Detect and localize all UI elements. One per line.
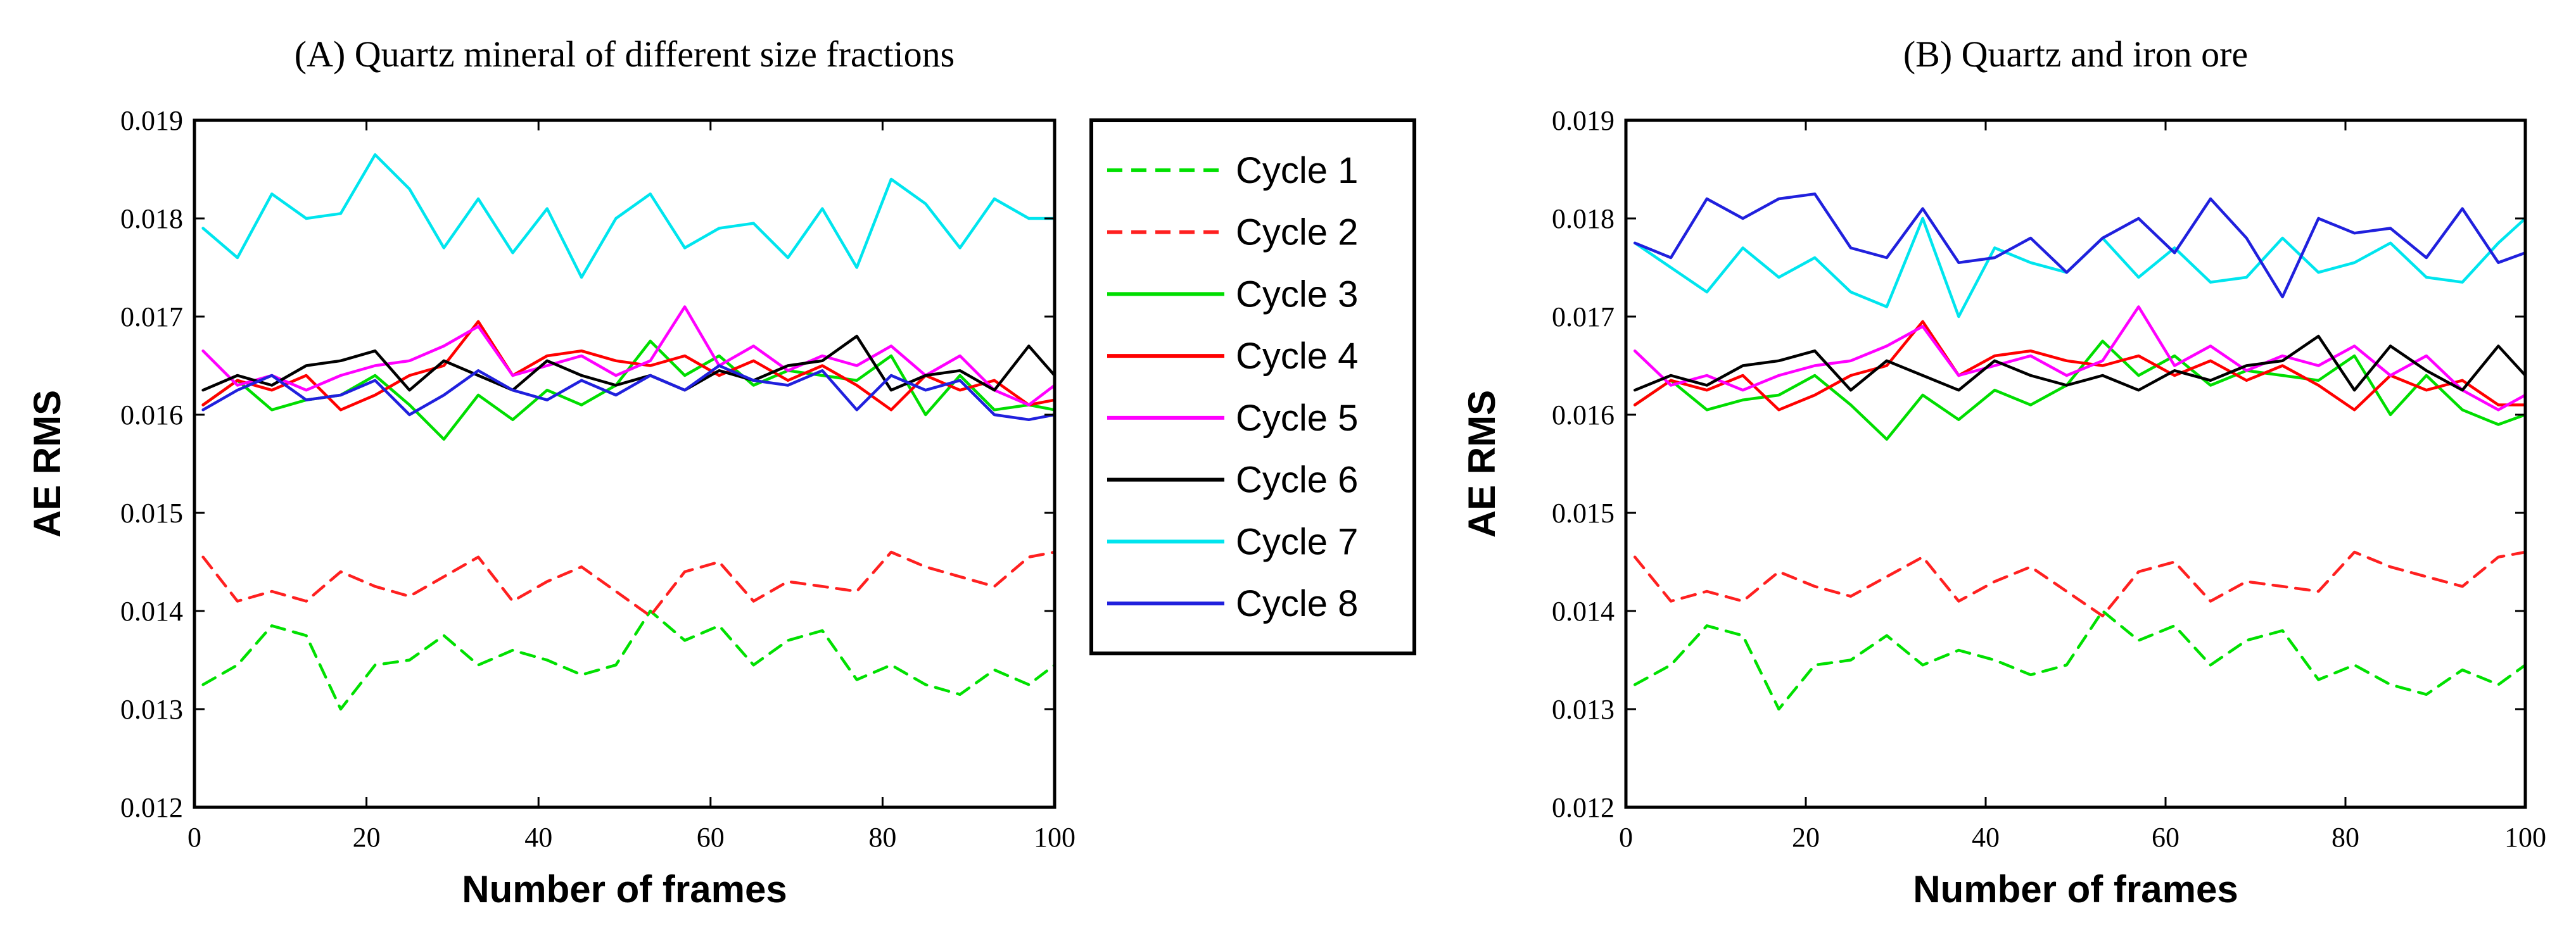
panel-a-x-tick-label: 60 bbox=[697, 822, 725, 853]
panel-b-series-cycle-6 bbox=[1633, 334, 2527, 392]
panel-a-quartz-size-fractions: (A) Quartz mineral of different size fra… bbox=[26, 34, 1075, 910]
panel-a-plot-frame bbox=[193, 118, 1056, 809]
panel-b-y-tick-label: 0.016 bbox=[1552, 400, 1615, 431]
panel-b-x-tick-label: 80 bbox=[2332, 822, 2359, 853]
panel-b-y-tick-label: 0.018 bbox=[1552, 203, 1615, 234]
panel-b-x-tick-label: 40 bbox=[1972, 822, 2000, 853]
panel-a-series-cycle-7 bbox=[201, 153, 1056, 279]
panel-b-series-cycle-8 bbox=[1633, 192, 2527, 299]
panel-b-plot-frame bbox=[1624, 118, 2527, 809]
panel-a-x-tick-label: 20 bbox=[353, 822, 381, 853]
panel-b-y-tick-label: 0.012 bbox=[1552, 792, 1615, 823]
panel-a-title: (A) Quartz mineral of different size fra… bbox=[295, 34, 955, 75]
legend-entry-cycle-7: Cycle 7 bbox=[1107, 521, 1358, 562]
panel-a-x-axis-label: Number of frames bbox=[462, 868, 787, 910]
panel-b-x-tick-label: 20 bbox=[1792, 822, 1820, 853]
panel-a-x-tick-label: 80 bbox=[868, 822, 896, 853]
panel-a-series-cycle-8 bbox=[201, 364, 1056, 422]
legend-label: Cycle 2 bbox=[1236, 212, 1358, 253]
panel-a-x-tick-label: 100 bbox=[1034, 822, 1075, 853]
panel-a-series-cycle-1 bbox=[201, 609, 1056, 711]
panel-b-series-cycle-7 bbox=[1633, 217, 2527, 318]
panel-a-y-tick-label: 0.012 bbox=[120, 792, 183, 823]
panel-b-x-axis-label: Number of frames bbox=[1913, 868, 2238, 910]
panel-a-series-cycle-4 bbox=[201, 320, 1056, 412]
panel-a-series-cycle-5 bbox=[201, 305, 1056, 406]
panel-b-y-tick-label: 0.015 bbox=[1552, 498, 1615, 529]
legend-entry-cycle-8: Cycle 8 bbox=[1107, 583, 1358, 624]
panel-a-y-tick-label: 0.019 bbox=[120, 105, 183, 136]
panel-a-x-tick-label: 40 bbox=[524, 822, 552, 853]
panel-b-y-tick-label: 0.013 bbox=[1552, 694, 1615, 725]
panel-a-x-tick-label: 0 bbox=[187, 822, 201, 853]
legend-label: Cycle 1 bbox=[1236, 150, 1358, 191]
legend-label: Cycle 8 bbox=[1236, 583, 1358, 624]
panel-b-x-tick-label: 0 bbox=[1619, 822, 1633, 853]
panel-b-series-cycle-5 bbox=[1633, 305, 2527, 412]
legend-label: Cycle 5 bbox=[1236, 398, 1358, 439]
panel-b-y-tick-label: 0.019 bbox=[1552, 105, 1615, 136]
legend-box bbox=[1089, 118, 1416, 655]
legend-label: Cycle 3 bbox=[1236, 274, 1358, 315]
panel-a-y-tick-label: 0.017 bbox=[120, 301, 183, 332]
legend-entry-cycle-6: Cycle 6 bbox=[1107, 460, 1358, 501]
panel-b-title: (B) Quartz and iron ore bbox=[1903, 34, 2248, 75]
panel-b-y-tick-label: 0.017 bbox=[1552, 301, 1615, 332]
panel-a-y-tick-label: 0.013 bbox=[120, 694, 183, 725]
legend-label: Cycle 7 bbox=[1236, 521, 1358, 562]
legend-label: Cycle 6 bbox=[1236, 460, 1358, 501]
panel-a-y-axis-label: AE RMS bbox=[26, 390, 68, 538]
panel-b-y-axis-label: AE RMS bbox=[1461, 390, 1503, 538]
panel-a-y-tick-label: 0.016 bbox=[120, 400, 183, 431]
panel-b-series-cycle-3 bbox=[1633, 339, 2527, 441]
panel-b-x-tick-label: 100 bbox=[2504, 822, 2546, 853]
legend: Cycle 1 Cycle 2 Cycle 3 Cycle 4 Cycle 5 Cycle… bbox=[1089, 118, 1416, 655]
panel-a-y-tick-label: 0.014 bbox=[120, 596, 183, 627]
panel-b-series-cycle-4 bbox=[1633, 320, 2527, 412]
panel-b-y-tick-label: 0.014 bbox=[1552, 596, 1615, 627]
legend-entry-cycle-3: Cycle 3 bbox=[1107, 274, 1358, 315]
legend-entry-cycle-1: Cycle 1 bbox=[1107, 150, 1358, 191]
panel-a-y-tick-label: 0.015 bbox=[120, 498, 183, 529]
panel-a-series-cycle-2 bbox=[201, 550, 1056, 618]
panel-b-series-cycle-1 bbox=[1633, 609, 2527, 711]
legend-label: Cycle 4 bbox=[1236, 336, 1358, 377]
legend-entry-cycle-5: Cycle 5 bbox=[1107, 398, 1358, 439]
panel-a-y-tick-label: 0.018 bbox=[120, 203, 183, 234]
legend-entry-cycle-4: Cycle 4 bbox=[1107, 336, 1358, 377]
legend-entry-cycle-2: Cycle 2 bbox=[1107, 212, 1358, 253]
panel-b-quartz-iron-ore: (B) Quartz and iron ore 0 20 40 60 80 100 0.012… bbox=[1461, 34, 2546, 910]
panel-b-x-tick-label: 60 bbox=[2152, 822, 2179, 853]
panel-a-series-cycle-6 bbox=[201, 334, 1056, 392]
panel-b-series-cycle-2 bbox=[1633, 550, 2527, 618]
